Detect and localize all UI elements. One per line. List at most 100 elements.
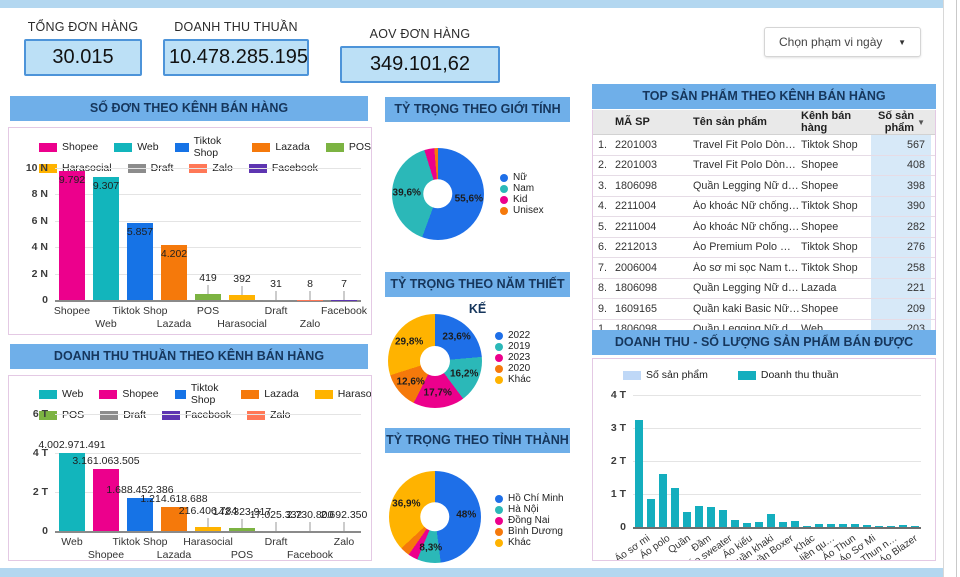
pie-percent-label: 55,6%: [454, 193, 483, 205]
kpi-label: AOV ĐƠN HÀNG: [369, 27, 471, 41]
table-row[interactable]: 7. 2006004 Áo sơ mi sọc Nam t… Tiktok Shop 2…: [593, 258, 935, 279]
cell-product-code: 2212013: [615, 241, 658, 254]
chart-panel-orders-by-channel: Shopee Web Tiktok Shop Lazada POS Harasocial D…: [8, 127, 372, 335]
cell-product-code: 2211004: [615, 200, 657, 213]
y-axis-tick-label: 0: [42, 294, 48, 306]
plot-orders-by-channel: 10 N 8 N 6 N 4 N 2 N 0 9.792 Shopee 9.307 Web 5.85…: [26, 162, 367, 330]
bar-Lazada: [161, 244, 187, 300]
table-header-row: MÃ SP Tên sản phẩm Kênh bán hàng Số sản …: [593, 110, 935, 135]
bar-value-label: 31: [270, 277, 282, 290]
legend-item-label: Tiktok Shop: [190, 382, 219, 406]
scrollbar-rail[interactable]: [943, 0, 960, 577]
donut-gender-share: [392, 148, 484, 240]
legend-color-chip: [99, 389, 118, 399]
table-row[interactable]: 4. 2211004 Áo khoác Nữ chống… Tiktok Shop 39…: [593, 196, 935, 217]
cell-qty: 258: [871, 258, 931, 278]
gridline: [55, 414, 361, 415]
bar-value-label: 9.307: [92, 180, 120, 193]
legend-item-label: Web: [137, 141, 159, 153]
x-axis-label-Zalo: Zalo: [333, 536, 355, 548]
y-axis-tick-label: 4 T: [32, 446, 48, 459]
legend-revenue-qty-by-product: Số sản phẩm Doanh thu thuần: [623, 369, 853, 381]
bar-value-label: 2.730.800: [286, 508, 334, 521]
legend-item-label: Hà Nội: [508, 504, 539, 515]
qty-column-header[interactable]: Số sản phẩm ▼: [871, 110, 931, 134]
kpi-label: TỔNG ĐƠN HÀNG: [27, 20, 139, 34]
pie-percent-label: 16,2%: [449, 368, 479, 380]
table-row[interactable]: 3. 1806098 Quần Legging Nữ d… Shopee 398: [593, 176, 935, 197]
legend-item-Nam: Nam: [500, 183, 544, 194]
bar-value-label: 8: [307, 277, 313, 290]
bar-value-label: 17.025.332: [249, 508, 303, 521]
legend-item-label: 2019: [508, 341, 531, 352]
gridline: [55, 194, 361, 196]
bar-product-revenue: [707, 507, 715, 527]
x-axis-label-Web: Web: [61, 536, 83, 548]
table-row[interactable]: 6. 2212013 Áo Premium Polo … Tiktok Shop 276: [593, 237, 935, 258]
cell-product-code: 1806098: [615, 282, 658, 295]
cell-product-code: 2201003: [615, 159, 658, 172]
legend-color-dot: [495, 331, 503, 340]
legend-row: Web Shopee Tiktok Shop Lazada Harasocial: [39, 382, 371, 406]
cell-qty: 221: [871, 278, 931, 298]
bar-product-revenue: [851, 524, 859, 527]
x-axis-label-Draft: Draft: [264, 305, 288, 317]
y-axis-tick-label: 8 N: [31, 188, 48, 201]
table-row[interactable]: 5. 2211004 Áo khoác Nữ chống… Shopee 282: [593, 217, 935, 238]
legend-item-Đồng Nai: Đồng Nai: [495, 515, 564, 526]
bar-value-label: 4.002.971.491: [38, 438, 106, 451]
legend-item-Hà Nội: Hà Nội: [495, 504, 564, 515]
bar-product-revenue: [647, 498, 655, 527]
legend-item-Bình Dương: Bình Dương: [495, 526, 564, 537]
table-row[interactable]: 1. 2201003 Travel Fit Polo Dòn… Tiktok Shop…: [593, 135, 935, 156]
label-connector-line: [309, 521, 311, 531]
cell-rank: 7.: [598, 261, 608, 274]
label-connector-line: [343, 290, 345, 300]
gridline: [55, 491, 361, 493]
legend-item-label: Shopee: [122, 388, 159, 400]
legend-color-dot: [495, 375, 503, 384]
bar-product-revenue: [779, 522, 787, 527]
section-title-design-year-share: TỶ TRỌNG THEO NĂM THIẾT KẾ: [385, 272, 570, 316]
bar-value-label: 142.323.917: [212, 506, 272, 519]
cell-rank: 8.: [598, 282, 608, 295]
table-row[interactable]: 8. 1806098 Quần Legging Nữ d… Lazada 221: [593, 278, 935, 299]
legend-item-Lazada: Lazada: [241, 382, 299, 406]
legend-color-chip: [325, 142, 344, 152]
bar-product-revenue: [755, 522, 763, 527]
cell-channel: Tiktok Shop: [801, 200, 858, 213]
label-connector-line: [275, 290, 277, 300]
bar-product-revenue: [791, 520, 799, 527]
name-column-header[interactable]: Tên sản phẩm: [693, 116, 767, 128]
bar-value-label: 1.688.452.386: [106, 484, 174, 497]
x-axis-label-Shopee: Shopee: [87, 549, 125, 561]
cell-product-code: 2006004: [615, 261, 658, 274]
code-column-header[interactable]: MÃ SP: [615, 116, 650, 128]
table-row[interactable]: 9. 1609165 Quần kaki Basic Nữ… Shopee 209: [593, 299, 935, 320]
table-row[interactable]: 2. 2201003 Travel Fit Polo Dòn… Shopee 408: [593, 155, 935, 176]
legend-color-chip: [100, 410, 119, 420]
kpi-value: 349.101,62: [340, 46, 500, 83]
cell-channel: Tiktok Shop: [801, 138, 858, 151]
kpi-net-revenue: DOANH THU THUẦN 10.478.285.195: [163, 20, 309, 76]
gridline: [55, 273, 361, 275]
gridline: [633, 494, 921, 495]
bar-product-revenue: [874, 526, 883, 527]
channel-column-header[interactable]: Kênh bán hàng: [801, 110, 852, 134]
cell-channel: Shopee: [801, 220, 839, 233]
legend-item-label: 2020: [508, 363, 531, 374]
plot-revenue-by-channel: 6 T 4 T 2 T 0 4.002.971.491 Web 3.161.063.505 S…: [33, 408, 368, 560]
legend-row: Shopee Web Tiktok Shop Lazada POS: [39, 135, 371, 159]
pie-percent-label: 12,6%: [396, 376, 425, 388]
scrollbar-track[interactable]: [956, 0, 957, 577]
legend-item-label: Web: [62, 388, 84, 400]
bar-product-revenue: [815, 523, 823, 527]
cell-channel: Tiktok Shop: [801, 241, 858, 254]
legend-item-label: Draft: [123, 409, 146, 421]
legend-item-label: Nam: [513, 183, 535, 194]
cell-rank: 4.: [598, 200, 608, 213]
date-range-dropdown[interactable]: Chọn phạm vi ngày ▼: [764, 27, 921, 57]
legend-item-2022: 2022: [495, 330, 531, 341]
x-axis-label-Zalo: Zalo: [299, 318, 321, 330]
